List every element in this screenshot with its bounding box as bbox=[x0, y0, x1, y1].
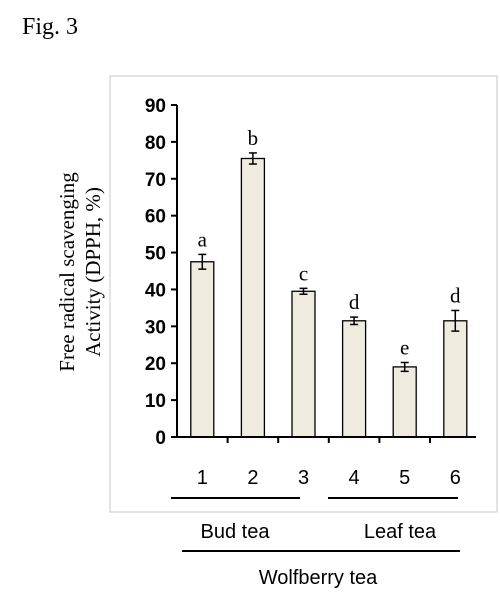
significance-letter: d bbox=[349, 290, 360, 314]
bar-4 bbox=[341, 320, 367, 438]
x-tick-label: 5 bbox=[399, 467, 410, 489]
y-tick-label: 0 bbox=[155, 428, 166, 449]
x-tick-label: 6 bbox=[450, 467, 461, 489]
bar-2 bbox=[240, 157, 266, 438]
group-label-leaf-tea: Leaf tea bbox=[364, 521, 437, 543]
y-axis-label-line2: Activity (DPPH, %) bbox=[81, 187, 105, 357]
x-tick-label: 1 bbox=[197, 467, 208, 489]
x-tick-label: 4 bbox=[349, 467, 360, 489]
x-tick-label: 2 bbox=[247, 467, 258, 489]
significance-letter: c bbox=[299, 261, 308, 285]
significance-letter: b bbox=[248, 126, 259, 150]
significance-letter: d bbox=[450, 283, 461, 307]
x-tick-label: 3 bbox=[298, 467, 309, 489]
figure-label: Fig. 3 bbox=[22, 14, 79, 40]
y-tick-label: 40 bbox=[145, 280, 166, 301]
bar-3 bbox=[291, 290, 316, 438]
y-tick-label: 10 bbox=[145, 391, 166, 412]
supergroup-label: Wolfberry tea bbox=[259, 567, 378, 589]
y-tick-label: 70 bbox=[145, 170, 166, 191]
y-tick-label: 50 bbox=[145, 244, 166, 265]
plot-frame bbox=[109, 75, 498, 513]
y-axis-label-line1: Free radical scavenging bbox=[55, 172, 79, 372]
y-tick-label: 90 bbox=[145, 96, 166, 117]
significance-letter: e bbox=[400, 335, 409, 359]
significance-letter: a bbox=[198, 227, 208, 251]
y-tick-label: 20 bbox=[145, 354, 166, 375]
bar-6 bbox=[443, 320, 468, 438]
bar-1 bbox=[190, 261, 215, 438]
y-tick-label: 60 bbox=[145, 207, 166, 228]
y-tick-label: 80 bbox=[145, 133, 166, 154]
bar-5 bbox=[392, 366, 417, 438]
y-tick-label: 30 bbox=[145, 317, 166, 338]
group-label-bud-tea: Bud tea bbox=[201, 521, 271, 543]
